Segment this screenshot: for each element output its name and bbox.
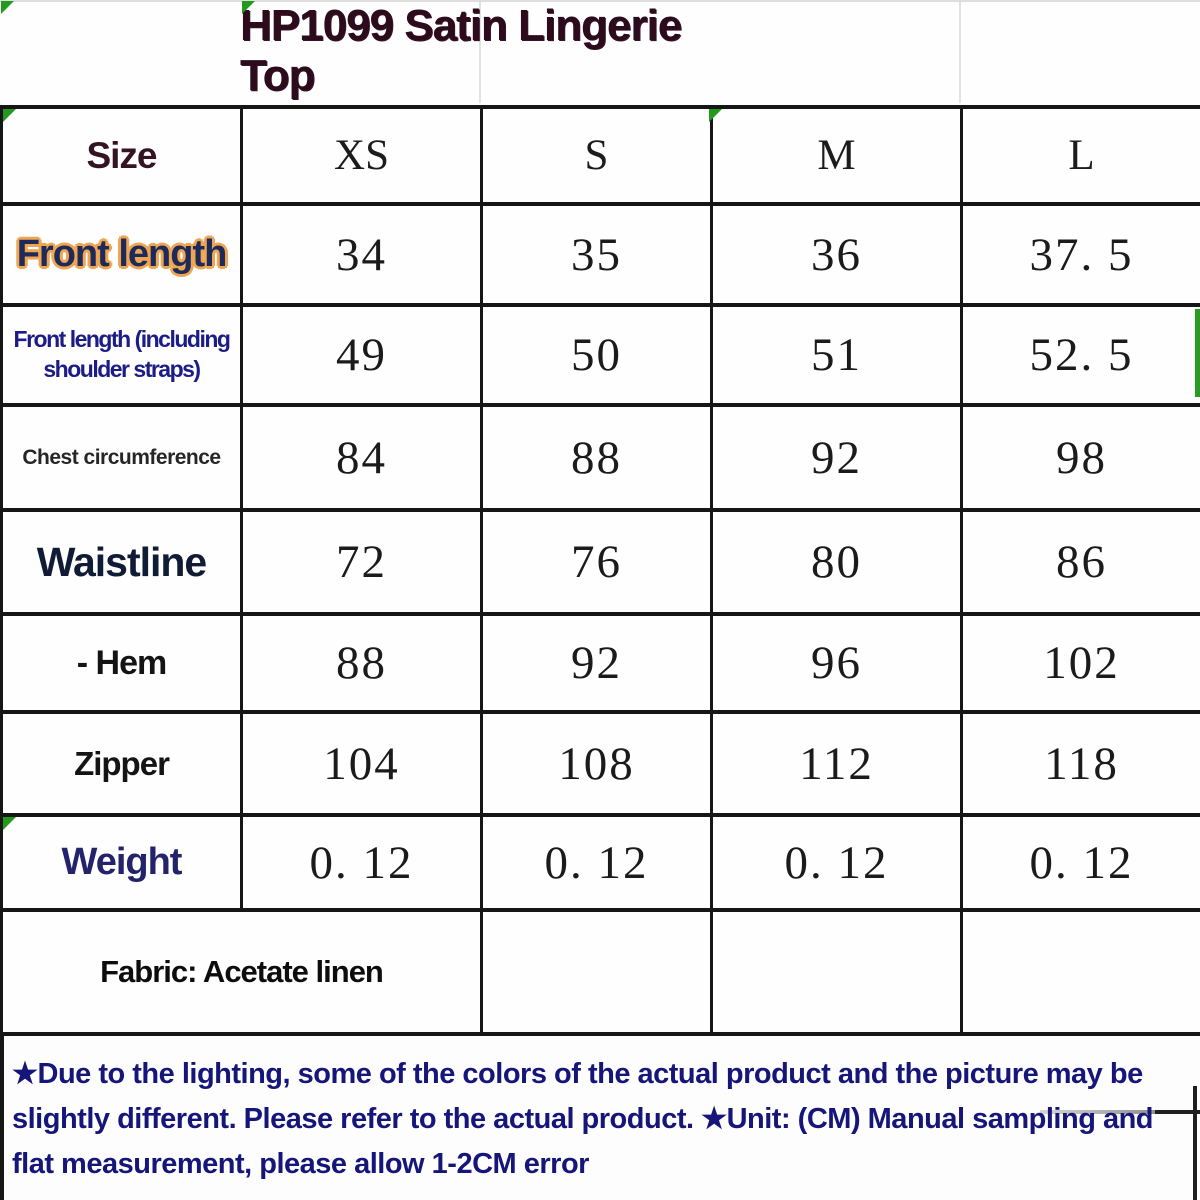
table-row-front-length-straps: Front length (including shoulder straps)… (0, 303, 1200, 407)
green-corner-marker-icon (1, 1, 14, 14)
value-cell: 51 (710, 303, 963, 407)
value-cell: 72 (240, 508, 483, 616)
row-label-hem: - Hem (0, 612, 243, 714)
page-title: HP1099 Satin Lingerie Top (240, 1, 682, 100)
value-cell: 76 (480, 508, 713, 616)
value-cell: 88 (240, 612, 483, 714)
value-cell: 92 (480, 612, 713, 714)
green-corner-marker-icon (3, 109, 16, 122)
value-cell: 102 (960, 612, 1200, 714)
green-corner-marker-icon (242, 1, 255, 14)
value-cell: 34 (240, 202, 483, 307)
value-cell: 0. 12 (710, 813, 963, 912)
value-cell: 104 (240, 710, 483, 817)
value-cell: 92 (710, 403, 963, 512)
value-cell: 118 (960, 710, 1200, 817)
table-row-fabric: Fabric: Acetate linen (0, 908, 1200, 1036)
value-cell: 0. 12 (960, 813, 1200, 912)
row-label-weight: Weight (0, 813, 243, 912)
row-label-front-length-straps: Front length (including shoulder straps) (0, 303, 243, 407)
table-row-weight: Weight 0. 12 0. 12 0. 12 0. 12 (0, 813, 1200, 912)
row-label-zipper: Zipper (0, 710, 243, 817)
artifact-gray-line (1040, 1110, 1158, 1114)
value-cell: 50 (480, 303, 713, 407)
value-cell: 108 (480, 710, 713, 817)
table-row-hem: - Hem 88 92 96 102 (0, 612, 1200, 714)
value-cell: 88 (480, 403, 713, 512)
value-cell: 37. 5 (960, 202, 1200, 307)
value-cell: 35 (480, 202, 713, 307)
title-band: HP1099 Satin Lingerie Top (0, 0, 1200, 105)
green-corner-marker-icon (709, 109, 722, 122)
empty-cell (710, 908, 963, 1036)
artifact-right-border-line (1193, 1086, 1197, 1200)
empty-cell (480, 908, 713, 1036)
green-corner-marker-icon (3, 817, 16, 830)
size-header-cell: Size (0, 105, 243, 206)
table-row-front-length: Front length 34 35 36 37. 5 (0, 202, 1200, 307)
value-cell: 49 (240, 303, 483, 407)
value-cell: 0. 12 (480, 813, 713, 912)
column-header-s: S (480, 105, 713, 206)
table-row-chest: Chest circumference 84 88 92 98 (0, 403, 1200, 512)
value-cell: 52. 5 (960, 303, 1200, 407)
column-header-xs: XS (240, 105, 483, 206)
value-cell: 80 (710, 508, 963, 616)
table-row-zipper: Zipper 104 108 112 118 (0, 710, 1200, 817)
footer-note: ★Due to the lighting, some of the colors… (0, 1032, 1200, 1200)
row-label-waistline: Waistline (0, 508, 243, 616)
header-row: Size XS S M L (0, 105, 1200, 206)
faint-gridline (479, 2, 481, 103)
empty-cell (960, 908, 1200, 1036)
value-cell: 0. 12 (240, 813, 483, 912)
value-cell: 112 (710, 710, 963, 817)
value-cell: 84 (240, 403, 483, 512)
artifact-dark-line (1155, 1110, 1200, 1114)
faint-gridline (959, 2, 961, 103)
faint-gridline (0, 0, 1200, 2)
value-cell: 98 (960, 403, 1200, 512)
green-edge-marker-icon (1195, 309, 1200, 397)
value-cell: 36 (710, 202, 963, 307)
size-chart-table: Size XS S M L Front length 34 35 36 37. … (0, 105, 1200, 1036)
row-label-front-length: Front length (0, 202, 243, 307)
column-header-m: M (710, 105, 963, 206)
value-cell: 96 (710, 612, 963, 714)
table-row-waistline: Waistline 72 76 80 86 (0, 508, 1200, 616)
value-cell: 86 (960, 508, 1200, 616)
fabric-label: Fabric: Acetate linen (0, 908, 483, 1036)
row-label-chest: Chest circumference (0, 403, 243, 512)
column-header-l: L (960, 105, 1200, 206)
